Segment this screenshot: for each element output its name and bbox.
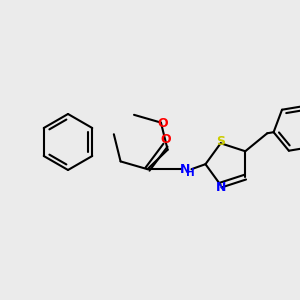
- Text: O: O: [160, 133, 171, 146]
- Text: H: H: [186, 168, 195, 178]
- Text: O: O: [158, 117, 168, 130]
- Text: N: N: [180, 163, 191, 176]
- Text: N: N: [215, 181, 226, 194]
- Text: S: S: [216, 135, 225, 148]
